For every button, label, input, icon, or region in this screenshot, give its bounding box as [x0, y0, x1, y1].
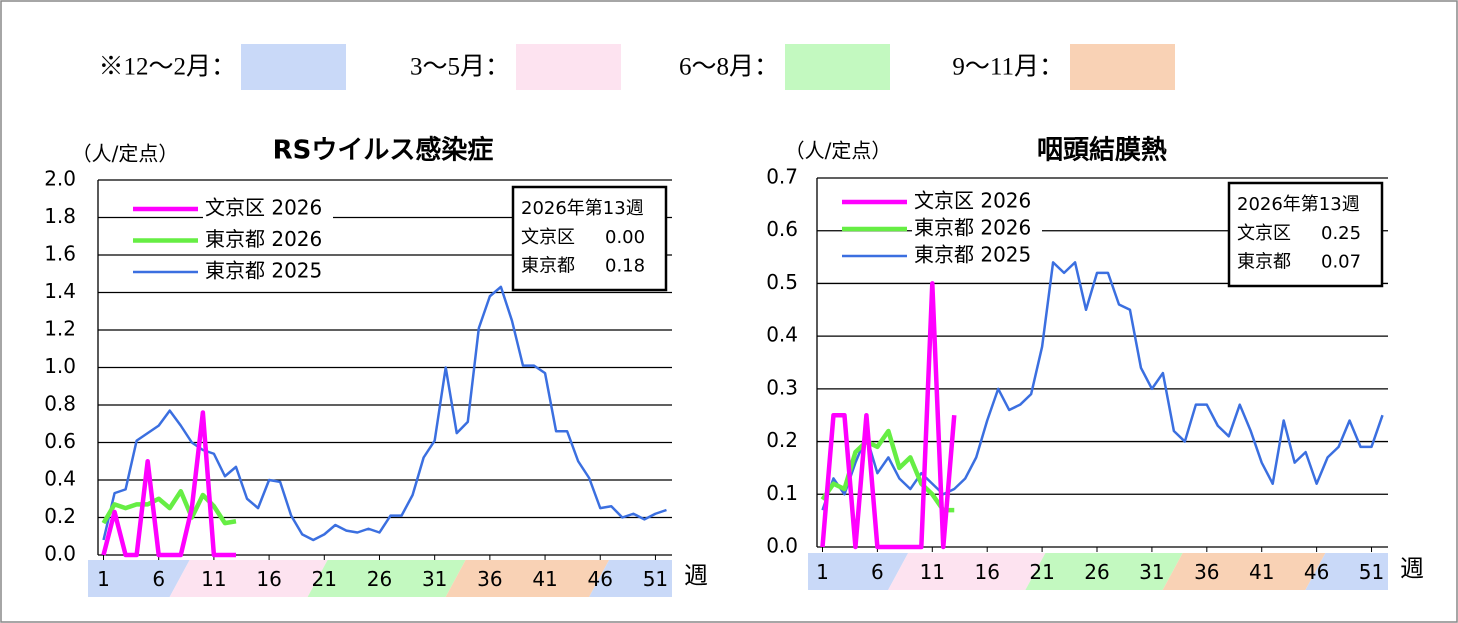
x-tick-label: 31 [1139, 560, 1164, 584]
legend-bg [912, 243, 1042, 269]
info-row-label: 東京都 [1237, 252, 1291, 273]
legend-bg [912, 216, 1042, 242]
x-tick-label: 16 [974, 560, 999, 584]
season-label: ※12～2月： [98, 54, 236, 81]
x-tick-label: 41 [532, 567, 557, 591]
series-line [820, 281, 957, 550]
legend-bg [912, 189, 1042, 215]
x-tick-label: 46 [1304, 560, 1329, 584]
legend-label: 東京都 2025 [205, 259, 322, 283]
x-tick-label: 16 [256, 567, 281, 591]
legend-label: 文京区 2026 [914, 189, 1031, 213]
x-tick-label: 51 [643, 567, 668, 591]
y-tick-label: 1.8 [44, 204, 76, 228]
y-tick-label: 0.6 [766, 217, 798, 241]
legend-bg [203, 259, 333, 285]
season-swatch [1070, 44, 1175, 90]
season-label: 9～11月： [952, 54, 1064, 81]
x-tick-label: 1 [97, 567, 110, 591]
x-axis-label: 週 [684, 562, 708, 590]
y-tick-label: 2.0 [44, 167, 76, 191]
x-tick-label: 26 [367, 567, 392, 591]
season-band [808, 553, 909, 590]
y-tick-label: 1.0 [44, 354, 76, 378]
info-row-value: 0.25 [1321, 223, 1361, 244]
x-tick-label: 41 [1249, 560, 1274, 584]
season-band [888, 553, 1046, 590]
y-tick-label: 1.6 [44, 242, 76, 266]
info-title: 2026年第13週 [1237, 194, 1360, 215]
y-tick-label: 0.3 [766, 375, 798, 399]
x-tick-label: 11 [920, 560, 945, 584]
x-tick-label: 36 [1194, 560, 1219, 584]
legend-label: 文京区 2026 [205, 196, 322, 220]
legend-label: 東京都 2026 [205, 227, 322, 251]
season-label: 3～5月： [410, 54, 510, 81]
legend-label: 東京都 2026 [914, 216, 1031, 240]
legend-bg [203, 196, 333, 222]
series-line [820, 428, 955, 513]
season-band [1305, 553, 1388, 590]
y-tick-label: 0.2 [44, 504, 76, 528]
x-tick-label: 26 [1084, 560, 1109, 584]
x-tick-label: 11 [201, 567, 226, 591]
x-tick-label: 36 [477, 567, 502, 591]
y-tick-label: 1.2 [44, 317, 76, 341]
legend-bg [203, 227, 333, 254]
season-band [169, 560, 328, 597]
season-band [1162, 553, 1326, 590]
y-tick-label: 0.6 [44, 429, 76, 453]
season-swatch [241, 44, 346, 90]
season-band [445, 560, 610, 597]
chart-title: 咽頭結膜熱 [1037, 135, 1167, 166]
x-tick-label: 51 [1359, 560, 1384, 584]
chart-title: RSウイルス感染症 [273, 135, 494, 166]
info-row-label: 東京都 [521, 256, 575, 277]
series-line [821, 261, 1384, 511]
x-tick-label: 1 [816, 560, 829, 584]
x-tick-label: 6 [152, 567, 165, 591]
y-tick-label: 0.1 [766, 481, 798, 505]
y-tick-label: 0.2 [766, 428, 798, 452]
info-title: 2026年第13週 [521, 198, 644, 219]
x-tick-label: 46 [588, 567, 613, 591]
info-box [511, 185, 668, 292]
season-band [1025, 553, 1183, 590]
y-tick-label: 0.4 [44, 467, 76, 491]
y-tick-label: 0.4 [766, 323, 798, 347]
legend-label: 東京都 2025 [914, 243, 1031, 267]
info-row-label: 文京区 [521, 227, 575, 248]
season-band [88, 560, 190, 597]
y-tick-label: 0.7 [766, 165, 798, 189]
y-unit: （人/定点） [72, 142, 179, 166]
season-band [589, 560, 672, 597]
y-tick-label: 0.8 [44, 392, 76, 416]
series-line [101, 410, 236, 558]
season-swatch [785, 44, 890, 90]
y-tick-label: 0.0 [766, 534, 798, 558]
info-row-value: 0.00 [605, 227, 645, 248]
x-axis-label: 週 [1400, 555, 1424, 583]
y-unit: （人/定点） [785, 139, 892, 163]
info-box [1227, 181, 1384, 288]
series-line [101, 489, 237, 526]
x-tick-label: 21 [312, 567, 337, 591]
info-row-value: 0.07 [1321, 252, 1361, 273]
y-tick-label: 0.0 [44, 542, 76, 566]
y-tick-label: 0.5 [766, 270, 798, 294]
info-row-label: 文京区 [1237, 223, 1291, 244]
x-tick-label: 21 [1029, 560, 1054, 584]
season-swatch [516, 44, 621, 90]
season-label: 6～8月： [679, 54, 779, 81]
y-tick-label: 1.4 [44, 279, 76, 303]
info-row-value: 0.18 [605, 256, 645, 277]
season-band [307, 560, 466, 597]
x-tick-label: 31 [422, 567, 447, 591]
x-tick-label: 6 [871, 560, 884, 584]
